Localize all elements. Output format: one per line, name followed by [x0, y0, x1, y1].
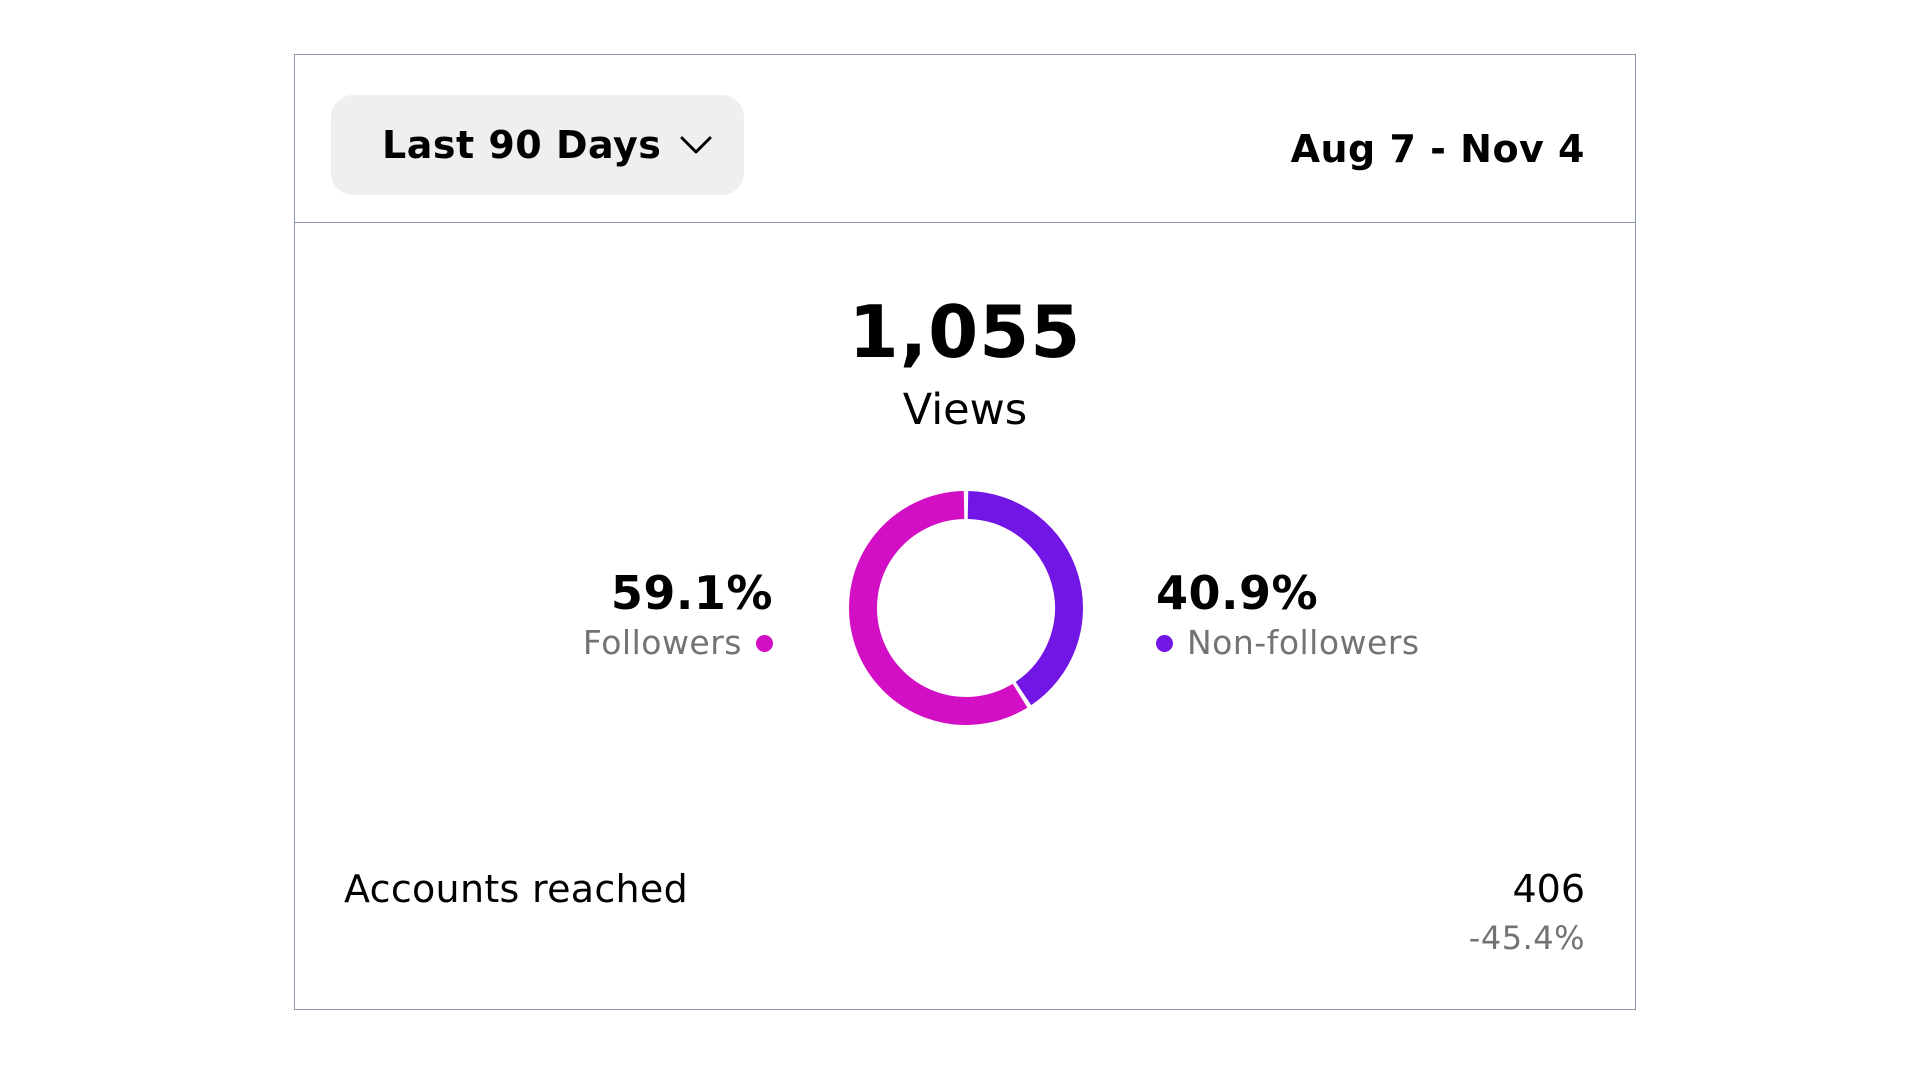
date-range-dropdown-label: Last 90 Days: [382, 123, 662, 167]
followers-label: Followers: [582, 623, 742, 662]
non-followers-label: Non-followers: [1187, 623, 1420, 662]
date-range-dropdown[interactable]: Last 90 Days: [331, 95, 744, 195]
date-range-text: Aug 7 - Nov 4: [1290, 127, 1585, 171]
views-count: 1,055: [848, 290, 1082, 374]
followers-dot: [756, 634, 773, 652]
card-header: Last 90 Days Aug 7 - Nov 4: [295, 55, 1635, 223]
non-followers-legend-line: Non-followers: [1156, 621, 1420, 665]
views-label: Views: [902, 385, 1028, 435]
followers-legend-line: Followers: [583, 621, 773, 665]
accounts-reached-value: 406: [1512, 867, 1585, 911]
non-followers-legend: 40.9% Non-followers: [1156, 565, 1420, 665]
audience-donut-chart: [849, 491, 1083, 725]
followers-percent: 59.1%: [610, 566, 773, 620]
non-followers-percent: 40.9%: [1156, 566, 1319, 620]
insights-card: Last 90 Days Aug 7 - Nov 4 1,055 Views 5…: [294, 54, 1636, 1010]
non-followers-dot: [1156, 634, 1173, 652]
donut-segment-non-followers: [967, 491, 1083, 706]
chevron-down-icon: [680, 136, 712, 154]
followers-legend: 59.1% Followers: [583, 565, 773, 665]
accounts-reached-label: Accounts reached: [344, 867, 689, 911]
donut-segment-followers: [849, 491, 1028, 725]
accounts-reached-change: -45.4%: [1468, 919, 1585, 957]
